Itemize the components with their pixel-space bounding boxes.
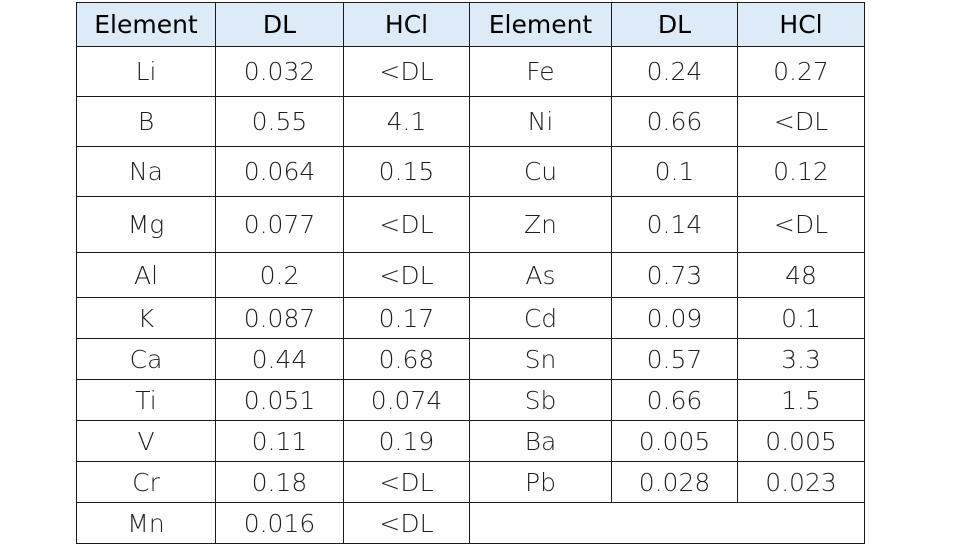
header-element-1: Element bbox=[76, 2, 216, 47]
table-row: V 0.11 0.19 Ba 0.005 0.005 bbox=[76, 420, 865, 462]
cell-element: Mg bbox=[76, 196, 216, 253]
header-element-2: Element bbox=[469, 2, 612, 47]
cell-element: As bbox=[469, 252, 612, 298]
cell-element: Mn bbox=[76, 502, 216, 544]
cell-hcl: 4.1 bbox=[343, 96, 470, 147]
empty-cell bbox=[469, 502, 865, 544]
cell-hcl: 0.19 bbox=[343, 420, 470, 462]
cell-element: Ba bbox=[469, 420, 612, 462]
cell-dl: 0.064 bbox=[215, 146, 344, 197]
cell-dl: 0.016 bbox=[215, 502, 344, 544]
cell-hcl: 0.074 bbox=[343, 379, 470, 421]
cell-hcl: <DL bbox=[343, 461, 470, 503]
cell-element: Pb bbox=[469, 461, 612, 503]
table-row: B 0.55 4.1 Ni 0.66 <DL bbox=[76, 96, 865, 147]
table-row: Al 0.2 <DL As 0.73 48 bbox=[76, 252, 865, 298]
cell-dl: 0.005 bbox=[611, 420, 738, 462]
cell-hcl: <DL bbox=[343, 196, 470, 253]
header-hcl-1: HCl bbox=[343, 2, 470, 47]
header-row: Element DL HCl Element DL HCl bbox=[76, 2, 865, 47]
cell-hcl: 0.68 bbox=[343, 338, 470, 380]
cell-hcl: 0.023 bbox=[737, 461, 865, 503]
header-hcl-2: HCl bbox=[737, 2, 865, 47]
cell-dl: 0.1 bbox=[611, 146, 738, 197]
cell-dl: 0.57 bbox=[611, 338, 738, 380]
cell-hcl: 0.15 bbox=[343, 146, 470, 197]
header-dl-2: DL bbox=[611, 2, 738, 47]
cell-dl: 0.66 bbox=[611, 379, 738, 421]
cell-element: Sb bbox=[469, 379, 612, 421]
cell-element: Ca bbox=[76, 338, 216, 380]
cell-element: Cu bbox=[469, 146, 612, 197]
cell-element: Cr bbox=[76, 461, 216, 503]
cell-dl: 0.087 bbox=[215, 297, 344, 339]
cell-hcl: 0.12 bbox=[737, 146, 865, 197]
cell-dl: 0.11 bbox=[215, 420, 344, 462]
table-row: Na 0.064 0.15 Cu 0.1 0.12 bbox=[76, 146, 865, 197]
cell-dl: 0.028 bbox=[611, 461, 738, 503]
cell-element: K bbox=[76, 297, 216, 339]
cell-dl: 0.73 bbox=[611, 252, 738, 298]
cell-element: Li bbox=[76, 46, 216, 97]
table-row: Cr 0.18 <DL Pb 0.028 0.023 bbox=[76, 461, 865, 503]
header-dl-1: DL bbox=[215, 2, 344, 47]
cell-hcl: <DL bbox=[343, 252, 470, 298]
cell-hcl: 0.27 bbox=[737, 46, 865, 97]
cell-dl: 0.66 bbox=[611, 96, 738, 147]
cell-dl: 0.55 bbox=[215, 96, 344, 147]
cell-hcl: 0.005 bbox=[737, 420, 865, 462]
cell-hcl: <DL bbox=[737, 196, 865, 253]
cell-hcl: 0.17 bbox=[343, 297, 470, 339]
cell-element: Zn bbox=[469, 196, 612, 253]
cell-element: Ni bbox=[469, 96, 612, 147]
table-row: Li 0.032 <DL Fe 0.24 0.27 bbox=[76, 46, 865, 97]
table-body: Li 0.032 <DL Fe 0.24 0.27 B 0.55 4.1 Ni 0.66 <DL Na 0… bbox=[76, 46, 865, 544]
cell-element: Ti bbox=[76, 379, 216, 421]
cell-element: Sn bbox=[469, 338, 612, 380]
cell-hcl: <DL bbox=[343, 502, 470, 544]
cell-dl: 0.44 bbox=[215, 338, 344, 380]
cell-hcl: <DL bbox=[737, 96, 865, 147]
table-row: Mn 0.016 <DL bbox=[76, 502, 865, 544]
cell-dl: 0.18 bbox=[215, 461, 344, 503]
cell-dl: 0.09 bbox=[611, 297, 738, 339]
cell-dl: 0.051 bbox=[215, 379, 344, 421]
cell-hcl: <DL bbox=[343, 46, 470, 97]
cell-dl: 0.2 bbox=[215, 252, 344, 298]
cell-element: Na bbox=[76, 146, 216, 197]
cell-element: B bbox=[76, 96, 216, 147]
cell-dl: 0.077 bbox=[215, 196, 344, 253]
table-row: K 0.087 0.17 Cd 0.09 0.1 bbox=[76, 297, 865, 339]
table-row: Ca 0.44 0.68 Sn 0.57 3.3 bbox=[76, 338, 865, 380]
cell-dl: 0.14 bbox=[611, 196, 738, 253]
cell-hcl: 0.1 bbox=[737, 297, 865, 339]
cell-element: Cd bbox=[469, 297, 612, 339]
cell-hcl: 48 bbox=[737, 252, 865, 298]
cell-hcl: 1.5 bbox=[737, 379, 865, 421]
cell-dl: 0.032 bbox=[215, 46, 344, 97]
cell-element: Al bbox=[76, 252, 216, 298]
cell-hcl: 3.3 bbox=[737, 338, 865, 380]
cell-dl: 0.24 bbox=[611, 46, 738, 97]
table-row: Mg 0.077 <DL Zn 0.14 <DL bbox=[76, 196, 865, 253]
table-row: Ti 0.051 0.074 Sb 0.66 1.5 bbox=[76, 379, 865, 421]
cell-element: V bbox=[76, 420, 216, 462]
element-detection-table: Element DL HCl Element DL HCl Li 0.032 <DL… bbox=[76, 2, 865, 544]
cell-element: Fe bbox=[469, 46, 612, 97]
